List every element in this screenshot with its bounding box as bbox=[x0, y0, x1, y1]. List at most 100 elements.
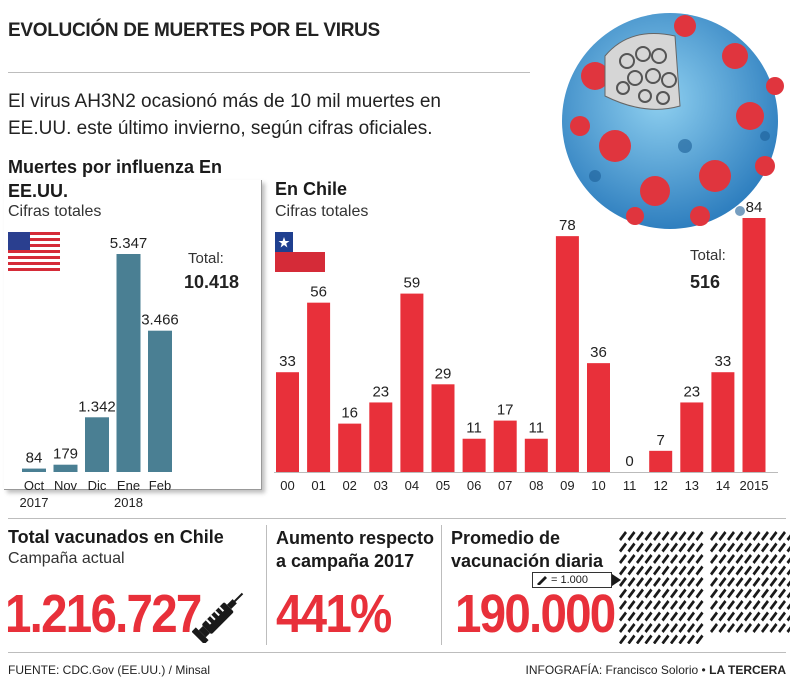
syringe-pictogram-icon bbox=[695, 531, 704, 541]
value-label: 5.347 bbox=[110, 235, 148, 252]
daily-average-title: Promedio de vacunación diaria bbox=[451, 528, 604, 571]
bar bbox=[431, 384, 455, 472]
syringe-pictogram-icon bbox=[735, 542, 744, 553]
syringe-pictogram-icon bbox=[778, 565, 786, 576]
syringe-pictogram-icon bbox=[735, 588, 744, 599]
syringe-pictogram-icon bbox=[718, 577, 727, 587]
us-flag-icon bbox=[8, 232, 60, 272]
category-label: 07 bbox=[498, 478, 512, 493]
value-label: 23 bbox=[372, 383, 389, 400]
value-label: 17 bbox=[497, 402, 514, 419]
syringe-pictogram-icon bbox=[678, 531, 687, 541]
syringe-pictogram-icon bbox=[653, 623, 661, 633]
syringe-pictogram-icon bbox=[761, 623, 769, 633]
syringe-pictogram-icon bbox=[670, 565, 678, 576]
syringe-pictogram-icon bbox=[695, 588, 704, 599]
value-label: 179 bbox=[53, 446, 78, 463]
syringe-pictogram-icon bbox=[695, 542, 704, 553]
syringe-pictogram-icon bbox=[710, 531, 718, 541]
syringe-pictogram-icon bbox=[619, 542, 627, 553]
category-label: 02 bbox=[342, 478, 356, 493]
syringe-pictogram-icon bbox=[735, 600, 744, 610]
syringe-pictogram-icon bbox=[744, 554, 752, 564]
syringe-pictogram-icon bbox=[627, 634, 636, 644]
syringe-pictogram-icon bbox=[778, 611, 786, 622]
syringe-pictogram-icon bbox=[636, 565, 644, 576]
syringe-pictogram-icon bbox=[653, 600, 661, 610]
syringe-pictogram-icon bbox=[670, 542, 678, 553]
syringe-pictogram-icon bbox=[769, 542, 778, 553]
syringe-pictogram-icon bbox=[778, 600, 786, 610]
syringe-pictogram-icon bbox=[744, 623, 752, 633]
syringe-pictogram-icon bbox=[619, 565, 627, 576]
syringe-pictogram-icon bbox=[619, 600, 627, 610]
syringe-pictogram-icon bbox=[627, 600, 636, 610]
syringe-pictogram-icon bbox=[619, 611, 627, 622]
syringe-pictogram-icon bbox=[636, 623, 644, 633]
us-total-label: Total: bbox=[188, 250, 224, 267]
syringe-pictogram-icon bbox=[695, 600, 704, 610]
syringe-pictogram-icon bbox=[718, 554, 727, 564]
us-panel-frame bbox=[4, 180, 262, 490]
category-label: Nov bbox=[54, 478, 78, 493]
category-label: 00 bbox=[280, 478, 294, 493]
syringe-pictogram-icon bbox=[761, 531, 769, 541]
syringe-pictogram-icon bbox=[769, 600, 778, 610]
syringe-pictogram-icon bbox=[744, 531, 752, 541]
syringe-pictogram-icon bbox=[661, 542, 670, 553]
syringe-pictogram-icon bbox=[718, 588, 727, 599]
syringe-pictogram-icon bbox=[752, 623, 761, 633]
syringe-pictogram-icon bbox=[752, 600, 761, 610]
syringe-pictogram-icon bbox=[769, 531, 778, 541]
syringe-pictogram-icon bbox=[735, 531, 744, 541]
syringe-pictogram-icon bbox=[727, 600, 735, 610]
syringe-pictogram-icon bbox=[727, 531, 735, 541]
category-label: Oct bbox=[24, 478, 45, 493]
syringe-pictogram-icon bbox=[744, 542, 752, 553]
syringe-pictogram-icon bbox=[627, 565, 636, 576]
bar bbox=[555, 236, 579, 472]
syringe-pictogram-icon bbox=[644, 554, 653, 564]
syringe-pictogram-icon bbox=[653, 531, 661, 541]
syringe-pictogram-icon bbox=[752, 542, 761, 553]
syringe-pictogram-icon bbox=[718, 542, 727, 553]
category-label: Dic bbox=[88, 478, 107, 493]
syringe-pictogram-icon bbox=[644, 634, 653, 644]
syringe-pictogram-icon bbox=[778, 623, 786, 633]
divider bbox=[8, 72, 530, 73]
value-label: 56 bbox=[310, 284, 327, 301]
value-label: 7 bbox=[657, 432, 665, 449]
syringe-pictogram-icon bbox=[670, 600, 678, 610]
value-label: 33 bbox=[279, 353, 296, 370]
syringe-pictogram-icon bbox=[653, 588, 661, 599]
increase-title: Aumento respecto a campaña 2017 bbox=[276, 528, 435, 571]
us-chart-title: Muertes por influenza En EE.UU. bbox=[8, 157, 223, 201]
syringe-pictogram-icon bbox=[661, 600, 670, 610]
syringe-pictogram-icon bbox=[695, 565, 704, 576]
syringe-pictogram-icon bbox=[727, 623, 735, 633]
value-label: 11 bbox=[529, 420, 545, 437]
syringe-pictogram-icon bbox=[653, 565, 661, 576]
syringe-pictogram-icon bbox=[670, 577, 678, 587]
syringe-pictogram-icon bbox=[718, 611, 727, 622]
syringe-pictogram-icon bbox=[661, 531, 670, 541]
divider bbox=[441, 525, 442, 645]
value-label: 11 bbox=[466, 420, 482, 437]
chile-total-value: 516 bbox=[690, 272, 721, 292]
syringe-pictogram-icon bbox=[653, 611, 661, 622]
value-label: 33 bbox=[715, 353, 732, 370]
syringe-pictogram-icon bbox=[670, 634, 678, 644]
increase-value: 441% bbox=[276, 584, 392, 644]
syringe-pictogram-icon bbox=[769, 588, 778, 599]
syringe-pictogram-icon bbox=[687, 554, 695, 564]
syringe-pictogram-icon bbox=[744, 577, 752, 587]
syringe-pictogram-icon bbox=[727, 577, 735, 587]
mini-syringe-icon bbox=[537, 576, 547, 585]
syringe-pictogram-icon bbox=[687, 611, 695, 622]
bar bbox=[493, 420, 517, 472]
syringe-pictogram-icon bbox=[761, 577, 769, 587]
syringe-pictogram-icon bbox=[678, 577, 687, 587]
syringe-pictogram-icon bbox=[761, 600, 769, 610]
syringe-pictogram-icon bbox=[761, 554, 769, 564]
